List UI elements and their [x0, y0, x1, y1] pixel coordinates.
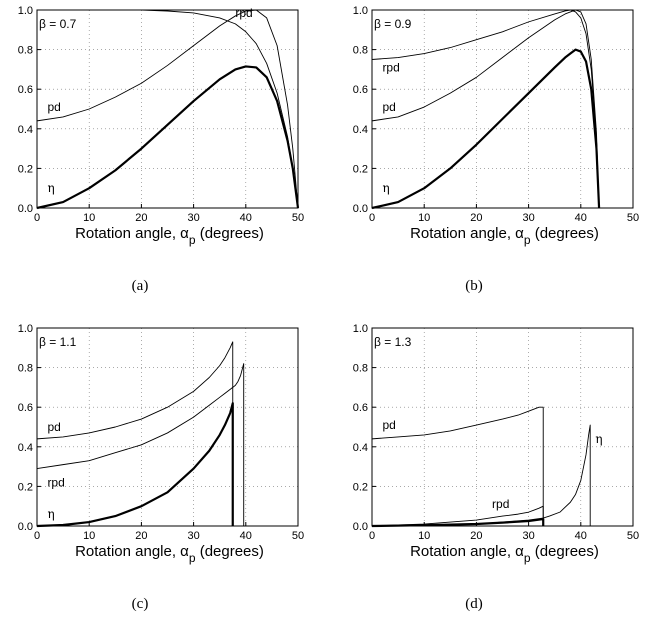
x-tick-label: 30: [187, 530, 199, 542]
series-label-eta: η: [47, 181, 54, 195]
y-tick-label: 0.6: [18, 84, 33, 96]
y-tick-label: 0.4: [18, 124, 33, 136]
y-tick-label: 0.4: [353, 124, 368, 136]
y-tick-label: 0.4: [353, 442, 368, 454]
series-line-rpd: [371, 505, 544, 527]
y-tick-label: 0.0: [353, 203, 368, 215]
y-tick-label: 0.2: [18, 163, 33, 175]
x-tick-label: 30: [522, 530, 534, 542]
x-axis-label: Rotation angle, αp (degrees): [75, 225, 264, 247]
x-tick-label: 10: [83, 212, 95, 224]
x-tick-label: 20: [135, 212, 147, 224]
panel-caption: (c): [132, 596, 149, 612]
series-label-rpd: rpd: [492, 497, 509, 511]
chart-panel-b: rpd pd η 0 10 20 30 40 50 0.0 0.2 0.4 0.6 0.8 1.0 β = 0…: [353, 5, 639, 247]
series-line-pd: [371, 406, 544, 526]
x-axis-label: Rotation angle, αp (degrees): [75, 543, 264, 565]
x-tick-label: 40: [575, 530, 587, 542]
y-tick-label: 0.2: [18, 481, 33, 493]
x-tick-label: 50: [627, 212, 639, 224]
y-tick-label: 0.8: [353, 45, 368, 57]
y-tick-label: 0.2: [353, 481, 368, 493]
axes-frame: [371, 9, 634, 209]
series-label-rpd: rpd: [47, 475, 64, 489]
y-tick-label: 0.0: [18, 203, 33, 215]
series-line-rpd: [37, 9, 299, 209]
x-tick-label: 0: [34, 530, 40, 542]
x-tick-label: 50: [627, 530, 639, 542]
x-tick-label: 20: [470, 212, 482, 224]
axes-frame: [371, 327, 634, 527]
x-tick-label: 50: [292, 212, 304, 224]
series-line-eta: [371, 48, 601, 210]
series-line-pd: [36, 9, 299, 209]
x-axis-label: Rotation angle, αp (degrees): [410, 543, 599, 565]
axes-frame: [36, 327, 299, 527]
y-tick-label: 0.8: [353, 363, 368, 375]
axes-frame: [36, 9, 299, 209]
y-tick-label: 0.4: [18, 442, 33, 454]
series-label-rpd: rpd: [382, 60, 399, 74]
x-tick-label: 0: [34, 212, 40, 224]
y-tick-label: 0.6: [18, 402, 33, 414]
chart-panel-d: pd rpd η 0 10 20 30 40 50 0.0 0.2 0.4 0.6 0.8 1.0 β = 1…: [353, 323, 639, 565]
series-line-rpd: [36, 363, 245, 526]
y-tick-label: 0.8: [18, 363, 33, 375]
y-tick-label: 0.0: [18, 521, 33, 533]
series-label-eta: η: [595, 432, 602, 446]
series-label-eta: η: [382, 181, 389, 195]
series-label-eta: η: [47, 507, 54, 521]
series-line-eta: [371, 517, 545, 528]
chart-panel-c: pd rpd η0 10 20 30 40 50 0.0 0.2 0.4 0.6 0.8 1.0 β = 1…: [18, 323, 304, 565]
y-tick-label: 0.6: [353, 402, 368, 414]
x-tick-label: 40: [240, 530, 252, 542]
y-tick-label: 0.0: [353, 521, 368, 533]
x-tick-label: 0: [369, 212, 375, 224]
x-tick-label: 0: [369, 530, 375, 542]
series-label-rpd: rpd: [235, 6, 252, 20]
beta-annotation: β = 1.3: [374, 335, 412, 349]
series-label-pd: pd: [382, 100, 395, 114]
beta-annotation: β = 0.9: [374, 17, 412, 31]
y-tick-label: 1.0: [353, 5, 368, 17]
x-tick-label: 10: [418, 530, 430, 542]
y-tick-label: 1.0: [18, 323, 33, 335]
x-tick-label: 20: [470, 530, 482, 542]
x-tick-label: 10: [83, 530, 95, 542]
x-tick-label: 40: [575, 212, 587, 224]
x-axis-label: Rotation angle, αp (degrees): [410, 225, 599, 247]
x-tick-label: 20: [135, 530, 147, 542]
beta-annotation: β = 1.1: [39, 335, 77, 349]
series-line-eta: [36, 402, 234, 528]
y-tick-label: 1.0: [353, 323, 368, 335]
series-line-rpd: [371, 9, 600, 209]
chart-panel-a: rpd pd η 0 10 20 30 40 50 0.0 0.2 0.4 0.6 0.8 1.0 β = 0…: [18, 5, 304, 247]
x-tick-label: 40: [240, 212, 252, 224]
series-label-pd: pd: [47, 100, 60, 114]
y-tick-label: 0.8: [18, 45, 33, 57]
y-tick-label: 0.2: [353, 163, 368, 175]
y-tick-label: 1.0: [18, 5, 33, 17]
series-line-pd: [36, 341, 234, 526]
y-tick-label: 0.6: [353, 84, 368, 96]
beta-annotation: β = 0.7: [39, 17, 77, 31]
x-tick-label: 10: [418, 212, 430, 224]
series-line-eta: [36, 65, 300, 210]
panel-caption: (d): [465, 596, 483, 612]
series-label-pd: pd: [47, 420, 60, 434]
panel-caption: (a): [132, 278, 149, 294]
series-line-pd: [371, 9, 600, 209]
x-tick-label: 30: [187, 212, 199, 224]
panel-caption: (b): [465, 278, 483, 294]
x-tick-label: 30: [522, 212, 534, 224]
series-label-pd: pd: [382, 418, 395, 432]
x-tick-label: 50: [292, 530, 304, 542]
series-line-eta: [371, 424, 591, 527]
